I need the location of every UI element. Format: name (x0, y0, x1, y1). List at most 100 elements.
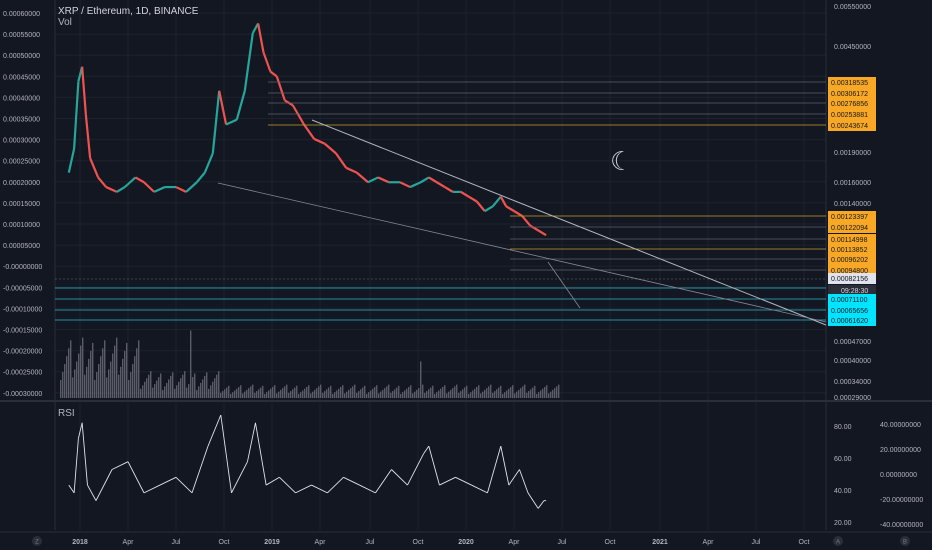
volume-bar (140, 388, 142, 398)
rsi-axis-label: 40.00 (834, 488, 852, 495)
rsi-segment (127, 461, 145, 494)
volume-bar (70, 340, 72, 398)
volume-bar (78, 353, 80, 398)
volume-bar (314, 389, 316, 398)
volume-bar (264, 394, 266, 398)
volume-bar (242, 393, 244, 398)
level-label: 0.00061620 (831, 318, 868, 325)
volume-bar (412, 393, 414, 398)
price-segment (251, 22, 260, 34)
volume-bar (244, 391, 246, 398)
volume-bar (418, 388, 420, 398)
rsi-segment (175, 476, 193, 494)
volume-bar (548, 393, 550, 398)
volume-bar (340, 386, 342, 398)
volume-bar (348, 389, 350, 398)
volume-bar (352, 386, 354, 398)
price-segment (116, 186, 126, 193)
rsi-segment (375, 469, 392, 494)
volume-bar (238, 386, 240, 398)
rsi-right-axis-label: -40.00000000 (880, 522, 923, 529)
x-axis-label: 2021 (652, 539, 668, 546)
level-label: 0.00243674 (831, 123, 868, 130)
volume-bar (414, 391, 416, 398)
level-label: 0.00318535 (831, 80, 868, 87)
volume-bar (62, 372, 64, 398)
volume-bar (518, 389, 520, 398)
level-label: 0.00096202 (831, 257, 868, 264)
volume-bar (540, 390, 542, 398)
volume-bar (298, 394, 300, 398)
price-segment (84, 114, 92, 159)
volume-bar (80, 345, 82, 398)
volume-bar (456, 384, 458, 398)
x-axis-label: Apr (703, 539, 715, 546)
volume-bar (390, 392, 392, 398)
volume-bar (454, 386, 456, 398)
volume-bar (200, 382, 202, 398)
volume-bar (258, 389, 260, 398)
volume-bar (356, 392, 358, 398)
volume-bar (502, 394, 504, 398)
volume-bar (420, 361, 422, 398)
volume-bar (100, 356, 102, 398)
moon-icon[interactable]: ☾ (610, 146, 634, 176)
level-label: 0.00114998 (831, 237, 868, 244)
volume-bar (280, 389, 282, 398)
x-axis-label: Jul (752, 539, 761, 546)
volume-bar (460, 391, 462, 398)
x-axis-label: Oct (799, 539, 810, 546)
price-segment (225, 118, 238, 126)
volume-bar (180, 378, 182, 398)
volume-bar (152, 387, 154, 398)
volume-bar (536, 394, 538, 398)
volume-bar (514, 393, 516, 398)
volume-bar (138, 340, 140, 398)
chart-title: XRP / Ethereum, 1D, BINANCE (58, 6, 199, 17)
volume-bar (406, 388, 408, 398)
rsi-segment (311, 484, 328, 494)
rsi-segment (391, 469, 408, 486)
left-axis-label: 0.00040000 (3, 95, 40, 102)
price-segment (67, 148, 76, 173)
volume-bar (240, 385, 242, 398)
price-segment (475, 200, 486, 212)
volume-bar (328, 387, 330, 398)
left-axis-label: 0.00050000 (3, 53, 40, 60)
left-axis-label: 0.00055000 (3, 32, 40, 39)
volume-bar (376, 385, 378, 398)
trendline-upper (311, 119, 827, 326)
volume-bar (322, 392, 324, 398)
rsi-segment (519, 469, 529, 494)
volume-bar (274, 385, 276, 398)
volume-bar (250, 386, 252, 398)
volume-bar (480, 393, 482, 398)
rsi-segment (537, 500, 545, 509)
rsi-segment (359, 484, 376, 494)
trendline-short (547, 261, 581, 309)
volume-bar (206, 372, 208, 398)
volume-bar (272, 386, 274, 398)
volume-bar (410, 385, 412, 398)
rsi-segment (428, 446, 440, 486)
x-axis-label: Oct (219, 539, 230, 546)
volume-bar (294, 387, 296, 398)
volume-bar (248, 388, 250, 398)
price-segment (324, 142, 337, 155)
level-label-bg (828, 234, 876, 245)
rsi-segment (295, 484, 312, 494)
volume-bar (510, 386, 512, 398)
level-label-bg (828, 88, 876, 99)
volume-bar (452, 388, 454, 398)
volume-bar (324, 391, 326, 398)
volume-bar (128, 380, 130, 398)
volume-bar (142, 385, 144, 398)
volume-bar (462, 389, 464, 398)
price-segment (436, 181, 446, 189)
volume-bar (126, 342, 128, 398)
level-label-bg (828, 77, 876, 88)
rsi-segment (343, 476, 360, 486)
price-segment (367, 176, 379, 184)
volume-bar (110, 361, 112, 398)
